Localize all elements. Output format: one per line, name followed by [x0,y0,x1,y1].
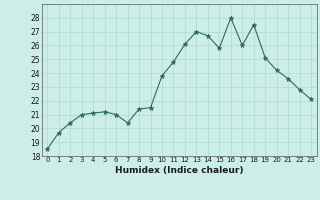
X-axis label: Humidex (Indice chaleur): Humidex (Indice chaleur) [115,166,244,175]
